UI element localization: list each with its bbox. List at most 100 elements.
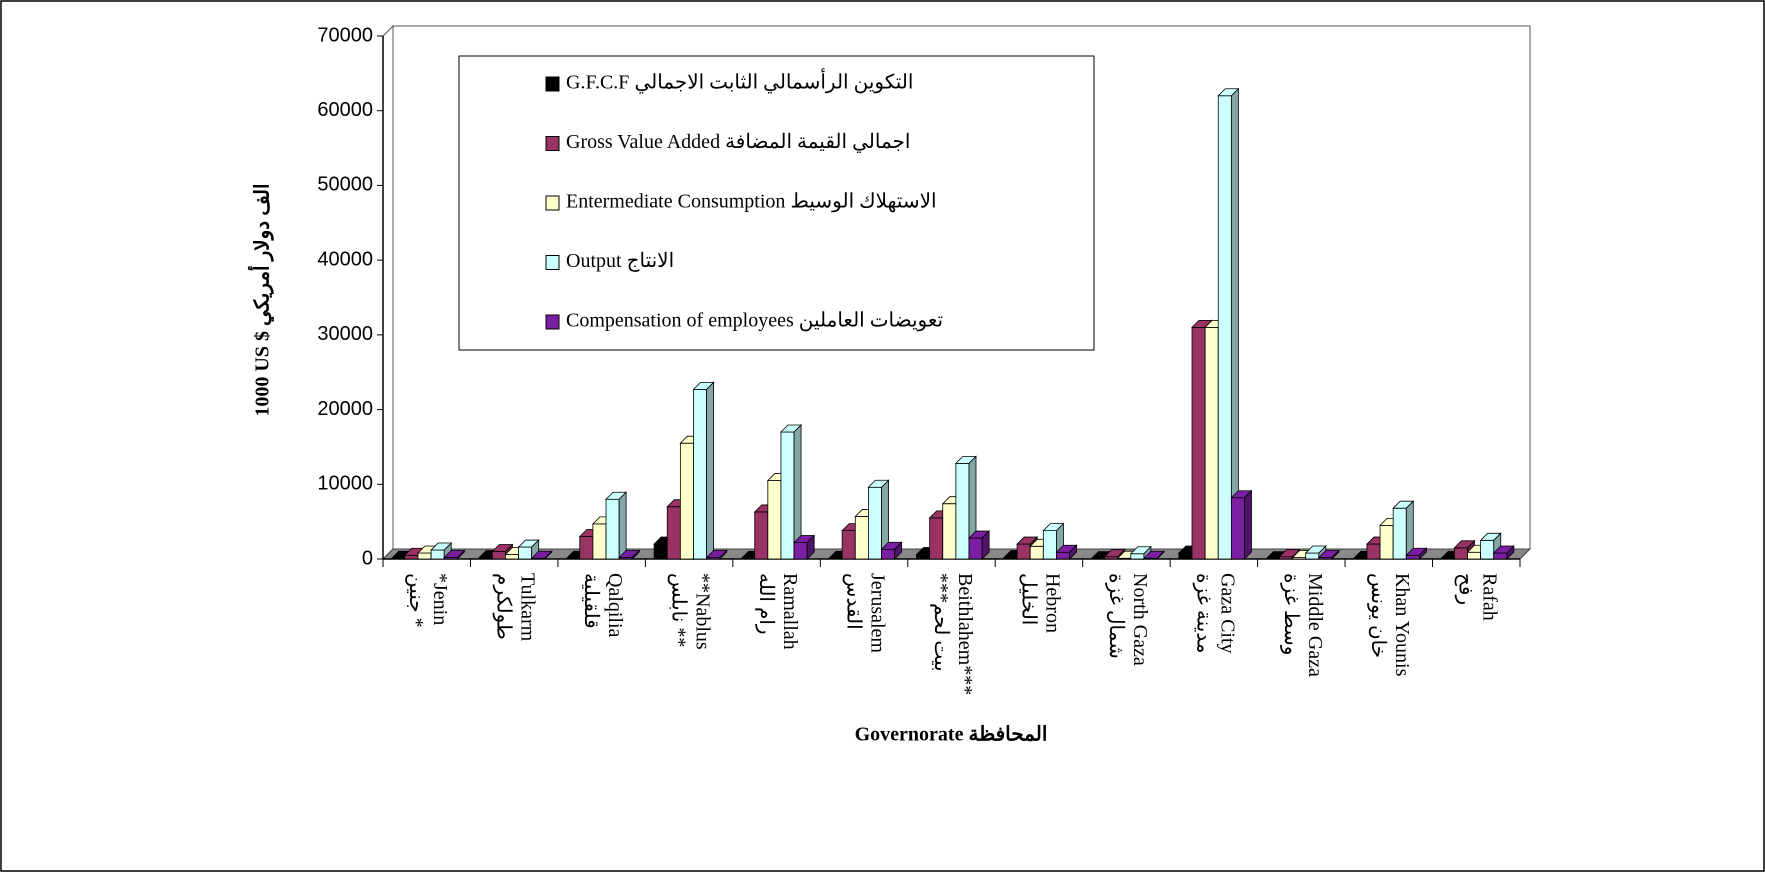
side-wall xyxy=(382,24,394,561)
bar-shade xyxy=(894,542,902,559)
bar-shade xyxy=(1506,546,1514,559)
bar-front xyxy=(767,480,782,560)
bar xyxy=(1405,547,1428,560)
bar xyxy=(880,541,903,560)
x-tick-label: رفح xyxy=(1455,573,1477,605)
bar-front xyxy=(505,554,519,560)
y-tick-label: 40000 xyxy=(317,248,373,270)
bar-shade xyxy=(632,550,640,559)
y-tick-label: 0 xyxy=(362,547,373,569)
bar-shade xyxy=(1244,490,1252,559)
bar xyxy=(705,549,728,560)
bar-front xyxy=(417,552,432,560)
bar-side xyxy=(1156,550,1165,560)
legend-label: Compensation of employees تعويضات العامل… xyxy=(566,310,943,332)
bar xyxy=(1055,544,1078,560)
legend-swatch xyxy=(545,76,560,92)
bar-front xyxy=(1042,530,1057,560)
bar-front xyxy=(929,517,944,560)
bar xyxy=(1217,87,1240,560)
y-tick-label: 30000 xyxy=(317,323,373,345)
bar-front xyxy=(1204,326,1219,560)
bar-front xyxy=(666,506,681,560)
bar-front xyxy=(1230,497,1245,560)
bar-shade xyxy=(444,543,452,559)
bar-front xyxy=(1056,551,1070,560)
bar-front xyxy=(653,543,668,560)
bar-front xyxy=(780,431,795,560)
legend-swatch xyxy=(545,255,560,270)
bar-front xyxy=(693,388,708,560)
y-axis-label: 1000 US $ الف دولار أمريكي xyxy=(248,183,275,416)
x-tick-label: North Gaza xyxy=(1129,573,1151,666)
x-tick-label: Hebron xyxy=(1041,573,1063,633)
y-tick-label: 10000 xyxy=(317,473,373,495)
bar xyxy=(430,542,453,560)
bar xyxy=(1142,550,1166,560)
bar-side xyxy=(1244,489,1252,560)
bar-front xyxy=(1454,547,1468,560)
bar-front xyxy=(1480,539,1495,560)
bar-shade xyxy=(706,382,714,559)
legend-label: Output الانتاج xyxy=(566,250,674,272)
bar-side xyxy=(631,549,640,560)
bar-side xyxy=(894,541,903,560)
bar-side xyxy=(1506,545,1515,560)
legend-label: G.F.C.F التكوين الرأسمالي الثابت الاجمال… xyxy=(566,68,913,94)
bar-front xyxy=(1191,326,1206,560)
bar-front xyxy=(491,551,506,560)
bar-side xyxy=(1331,549,1340,560)
bar-shade xyxy=(982,531,990,559)
bar-front xyxy=(430,549,445,560)
bar-shade xyxy=(544,551,552,559)
bar xyxy=(1492,545,1515,560)
bar-front xyxy=(841,530,856,560)
bar-side xyxy=(1069,544,1077,560)
bar-side xyxy=(456,549,465,560)
bar xyxy=(692,381,715,560)
x-tick-label: Gaza City xyxy=(1216,573,1238,654)
bar xyxy=(779,424,803,560)
x-tick-label: ***بيت لحم xyxy=(930,573,952,672)
bar-side xyxy=(806,534,815,560)
bar-shade xyxy=(531,540,539,559)
x-tick-label: جنين * xyxy=(405,573,427,628)
bar-shade xyxy=(1069,545,1077,559)
bar-front xyxy=(1392,507,1407,560)
bar-front xyxy=(1366,543,1381,560)
bar-front xyxy=(1217,95,1232,560)
legend-label: Entermediate Consumption الاستهلاك الوسي… xyxy=(566,191,937,213)
y-tick-label: 20000 xyxy=(317,398,373,420)
bar-shade xyxy=(1406,501,1414,559)
bar xyxy=(1392,500,1415,560)
bar-front xyxy=(955,462,970,560)
x-tick-label: الخليل xyxy=(1017,573,1039,625)
legend-swatch xyxy=(545,314,560,330)
x-axis-label: Governorate المحافظة xyxy=(855,724,1048,746)
x-tick-label: طولكرم xyxy=(493,573,515,640)
bar-front xyxy=(916,554,931,560)
x-tick-label: رام الله xyxy=(755,573,777,635)
bar-side xyxy=(981,530,990,560)
x-tick-label: *Jenin xyxy=(429,573,451,625)
bar-side xyxy=(1419,547,1427,560)
bar-front xyxy=(1493,552,1508,560)
bar-front xyxy=(579,536,594,560)
bar-side xyxy=(719,549,728,560)
x-tick-label: مدينة غزة xyxy=(1192,573,1214,654)
x-tick-label: قلقيلية xyxy=(580,573,602,629)
bar xyxy=(443,549,466,560)
bar xyxy=(605,491,628,560)
x-tick-label: القدس xyxy=(842,573,864,630)
x-tick-label: خان يونس xyxy=(1367,573,1389,658)
bar xyxy=(530,550,553,560)
x-tick-label: Qalqilia xyxy=(604,573,626,638)
bar-shade xyxy=(1331,550,1339,559)
bar xyxy=(793,534,816,560)
bar xyxy=(618,549,641,560)
bar-shade xyxy=(1231,88,1239,560)
bar-shade xyxy=(1419,548,1427,559)
legend-swatch xyxy=(545,195,560,211)
x-tick-label: Beithlahem*** xyxy=(954,573,976,695)
